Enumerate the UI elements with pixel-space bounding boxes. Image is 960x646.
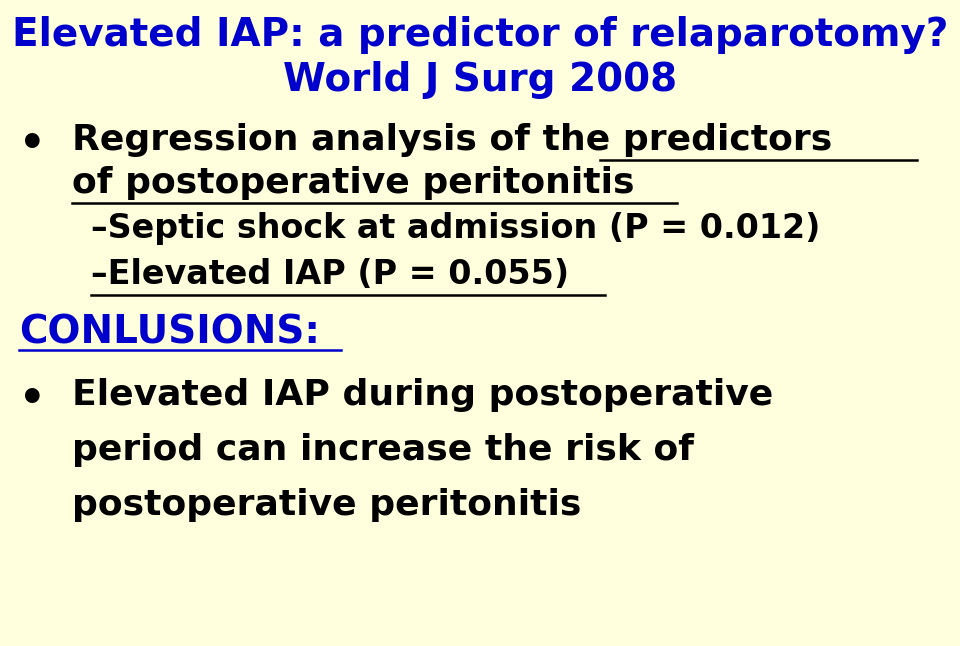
Text: period can increase the risk of: period can increase the risk of <box>72 433 694 467</box>
Text: Elevated IAP during postoperative: Elevated IAP during postoperative <box>72 378 773 412</box>
Text: •: • <box>19 123 46 165</box>
Text: of postoperative peritonitis: of postoperative peritonitis <box>72 166 635 200</box>
Text: Regression analysis of the predictors: Regression analysis of the predictors <box>72 123 832 157</box>
Text: –Septic shock at admission (P = 0.012): –Septic shock at admission (P = 0.012) <box>91 212 821 245</box>
Text: CONLUSIONS:: CONLUSIONS: <box>19 313 321 351</box>
Text: World J Surg 2008: World J Surg 2008 <box>283 61 677 99</box>
Text: postoperative peritonitis: postoperative peritonitis <box>72 488 582 522</box>
Text: Elevated IAP: a predictor of relaparotomy?: Elevated IAP: a predictor of relaparotom… <box>12 16 948 54</box>
Text: •: • <box>19 378 46 420</box>
Text: –Elevated IAP (P = 0.055): –Elevated IAP (P = 0.055) <box>91 258 569 291</box>
